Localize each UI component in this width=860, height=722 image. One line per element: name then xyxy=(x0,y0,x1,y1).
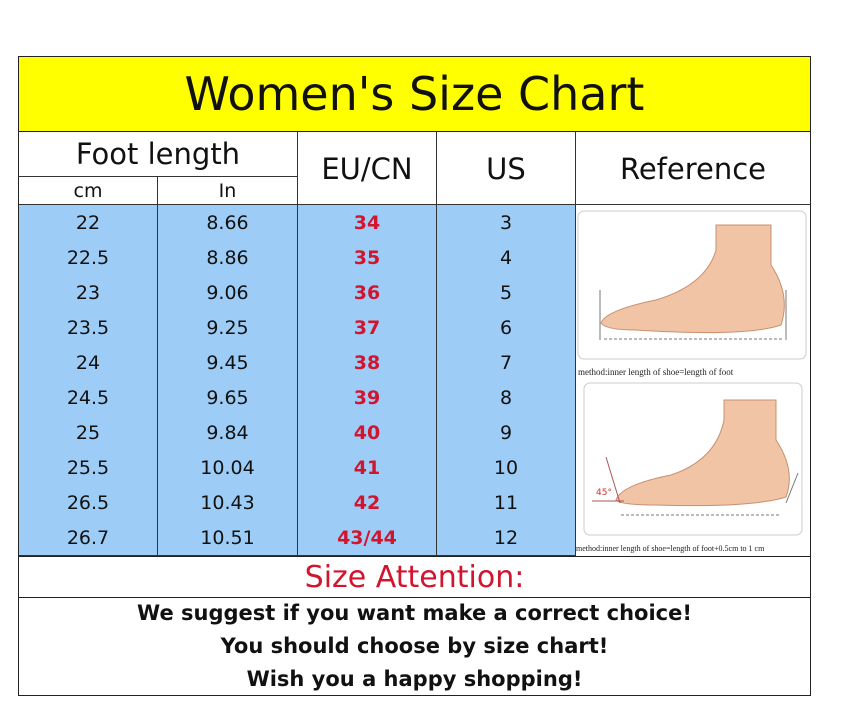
cell-cm: 22 xyxy=(19,205,158,240)
cell-eu: 41 xyxy=(298,450,437,485)
suggestion-line: We suggest if you want make a correct ch… xyxy=(137,601,692,625)
reference-panel: method:inner length of shoe=length of fo… xyxy=(576,205,810,556)
suggestions: We suggest if you want make a correct ch… xyxy=(19,598,810,695)
table-row: 25.5 10.04 41 10 xyxy=(19,450,576,486)
foot-angled-illustration: 45° xyxy=(583,382,803,536)
table-row: 26.7 10.51 43/44 12 xyxy=(19,520,576,556)
header-in: In xyxy=(158,177,298,205)
cell-us: 12 xyxy=(437,520,576,555)
size-chart-table: Women's Size Chart Foot length cm In EU/… xyxy=(18,56,811,696)
chart-title: Women's Size Chart xyxy=(19,57,810,132)
cell-eu: 40 xyxy=(298,415,437,450)
table-row: 26.5 10.43 42 11 xyxy=(19,485,576,521)
table-row: 23 9.06 36 5 xyxy=(19,275,576,311)
size-attention-heading: Size Attention: xyxy=(19,556,810,598)
foot-measure-illustrations: method:inner length of shoe=length of fo… xyxy=(576,210,807,553)
header-us: US xyxy=(437,132,576,205)
foot-flat-illustration xyxy=(577,210,807,360)
cell-eu: 39 xyxy=(298,380,437,415)
cell-eu: 37 xyxy=(298,310,437,345)
cell-eu: 36 xyxy=(298,275,437,310)
caption-1: method:inner length of shoe=length of fo… xyxy=(578,367,734,377)
cell-in: 9.84 xyxy=(158,415,298,450)
cell-in: 9.06 xyxy=(158,275,298,310)
header-eu-cn: EU/CN xyxy=(298,132,437,205)
cell-eu: 42 xyxy=(298,485,437,520)
table-row: 23.5 9.25 37 6 xyxy=(19,310,576,346)
cell-cm: 24 xyxy=(19,345,158,380)
suggestion-line: Wish you a happy shopping! xyxy=(246,667,583,691)
cell-cm: 25 xyxy=(19,415,158,450)
cell-eu: 34 xyxy=(298,205,437,240)
table-row: 24 9.45 38 7 xyxy=(19,345,576,381)
table-row: 24.5 9.65 39 8 xyxy=(19,380,576,416)
cell-in: 8.86 xyxy=(158,240,298,275)
cell-us: 3 xyxy=(437,205,576,240)
cell-in: 10.04 xyxy=(158,450,298,485)
cell-cm: 23 xyxy=(19,275,158,310)
cell-in: 8.66 xyxy=(158,205,298,240)
cell-in: 10.43 xyxy=(158,485,298,520)
header-reference: Reference xyxy=(619,151,767,186)
header-cm: cm xyxy=(19,177,158,205)
cell-us: 4 xyxy=(437,240,576,275)
cell-us: 5 xyxy=(437,275,576,310)
cell-us: 6 xyxy=(437,310,576,345)
table-row: 22.5 8.86 35 4 xyxy=(19,240,576,276)
angle-label: 45° xyxy=(596,488,612,498)
header-foot-length: Foot length xyxy=(19,132,298,177)
cell-us: 8 xyxy=(437,380,576,415)
cell-cm: 24.5 xyxy=(19,380,158,415)
cell-in: 9.45 xyxy=(158,345,298,380)
table-row: 22 8.66 34 3 xyxy=(19,205,576,241)
cell-eu: 35 xyxy=(298,240,437,275)
cell-cm: 25.5 xyxy=(19,450,158,485)
cell-in: 9.25 xyxy=(158,310,298,345)
cell-us: 7 xyxy=(437,345,576,380)
cell-in: 10.51 xyxy=(158,520,298,555)
table-row: 25 9.84 40 9 xyxy=(19,415,576,451)
cell-in: 9.65 xyxy=(158,380,298,415)
cell-us: 10 xyxy=(437,450,576,485)
cell-us: 11 xyxy=(437,485,576,520)
suggestion-line: You should choose by size chart! xyxy=(220,634,609,658)
cell-cm: 26.7 xyxy=(19,520,158,555)
cell-cm: 23.5 xyxy=(19,310,158,345)
cell-cm: 26.5 xyxy=(19,485,158,520)
caption-2: method:inner length of shoe=length of fo… xyxy=(576,544,765,553)
cell-us: 9 xyxy=(437,415,576,450)
cell-eu: 43/44 xyxy=(298,520,437,555)
cell-eu: 38 xyxy=(298,345,437,380)
cell-cm: 22.5 xyxy=(19,240,158,275)
